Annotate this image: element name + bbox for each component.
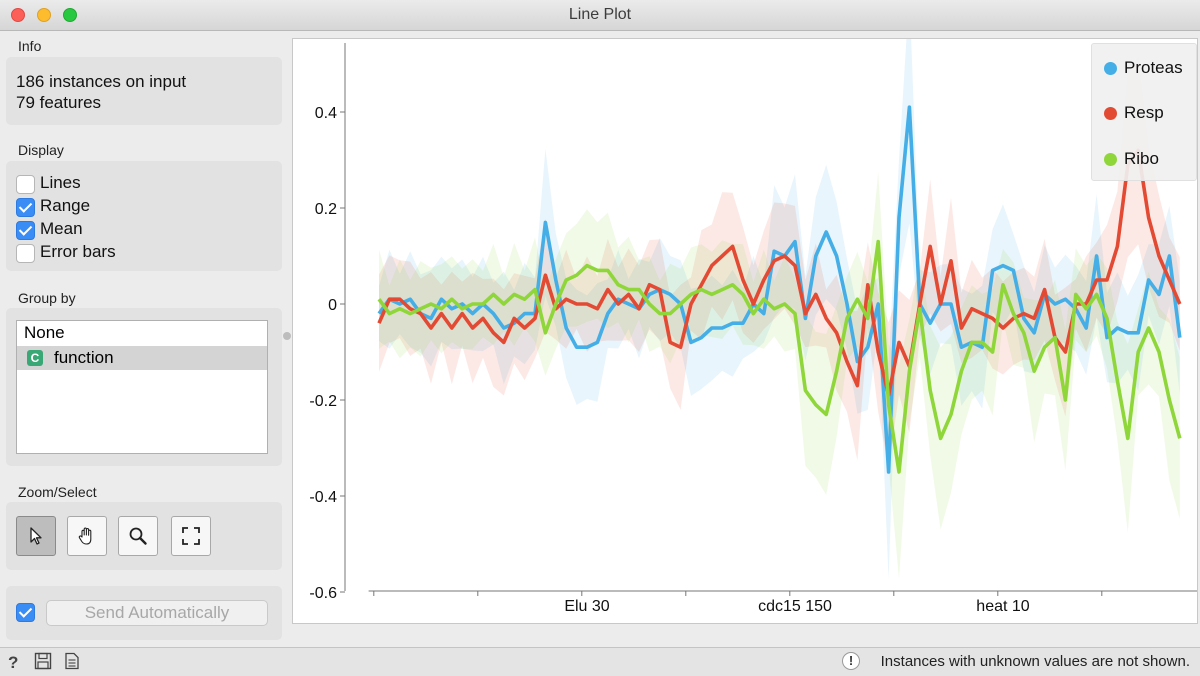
window-title: Line Plot [568,6,632,23]
fit-frame-icon [182,527,200,545]
group-by-item-label: function [54,348,114,367]
display-option-label: Mean [40,219,83,238]
group-by-item-label: None [24,323,65,342]
y-tick-label: 0 [328,297,337,314]
group-by-section-label: Group by [18,290,76,306]
x-tick-label: Elu 30 [564,598,609,615]
zoom-tool-button[interactable] [118,516,158,556]
select-tool-button[interactable] [16,516,56,556]
report-icon[interactable] [64,652,80,670]
instances-count-text: 186 instances on input [16,72,187,91]
display-section-label: Display [18,142,64,158]
send-automatically-checkbox[interactable] [16,603,35,622]
zoom-window-button[interactable] [63,8,77,22]
info-section-label: Info [18,38,42,54]
save-icon[interactable] [34,652,52,670]
hand-icon [78,527,92,545]
y-tick-label: 0.2 [315,201,337,218]
reset-zoom-tool-button[interactable] [171,516,211,556]
legend-label: Ribo [1124,149,1159,168]
group-by-item-none[interactable]: None [17,321,267,345]
title-bar: Line Plot [0,0,1200,31]
display-checkbox-error-bars[interactable] [16,244,35,263]
pan-tool-button[interactable] [67,516,107,556]
display-option-label: Range [40,196,91,215]
mean-line-resp[interactable] [377,148,1182,398]
line-plot-chart[interactable]: -0.6 -0.4 -0.2 0 0.2 0.4 Elu 30 cdc15 150 heat 1… [293,39,1197,623]
group-by-item-function[interactable]: C function [17,346,267,370]
arrow-pointer-icon [30,527,42,545]
legend-label: Resp [1124,103,1164,122]
legend-swatch [1104,107,1117,120]
legend-swatch [1104,153,1117,166]
categorical-variable-icon: C [27,350,43,366]
svg-text:?: ? [8,653,18,672]
magnifier-icon [129,527,147,545]
chart-legend: Proteas Resp Ribo [1091,43,1197,181]
display-box [6,161,282,271]
splitter-handle[interactable] [283,332,291,340]
info-box: 186 instances on input 79 features [6,57,282,125]
group-by-list[interactable]: None C function [16,320,268,454]
display-checkbox-lines[interactable] [16,175,35,194]
status-bar: ? ! Instances with unknown values are no… [0,647,1200,676]
x-tick-label: heat 10 [976,598,1029,615]
help-icon[interactable]: ? [6,652,22,672]
display-checkbox-range[interactable] [16,198,35,217]
x-tick-label: cdc15 150 [758,598,832,615]
features-count-text: 79 features [16,93,102,112]
y-tick-label: -0.6 [309,585,337,602]
legend-swatch [1104,62,1117,75]
range-band-resp [379,56,1180,468]
range-band-proteas [379,39,1180,579]
status-message: Instances with unknown values are not sh… [880,653,1190,670]
plot-area[interactable]: -0.6 -0.4 -0.2 0 0.2 0.4 Elu 30 cdc15 150 heat 1… [292,38,1198,624]
display-option-label: Lines [40,173,81,192]
y-tick-label: -0.4 [309,489,337,506]
display-option-label: Error bars [40,242,116,261]
y-tick-label: -0.2 [309,393,337,410]
y-tick-label: 0.4 [315,105,337,122]
minimize-window-button[interactable] [37,8,51,22]
warning-icon: ! [842,652,860,670]
close-window-button[interactable] [11,8,25,22]
legend-label: Proteas [1124,58,1183,77]
send-automatically-button[interactable]: Send Automatically [46,600,268,626]
zoom-select-section-label: Zoom/Select [18,484,97,500]
mean-line-ribo[interactable] [377,239,1182,474]
display-checkbox-mean[interactable] [16,221,35,240]
